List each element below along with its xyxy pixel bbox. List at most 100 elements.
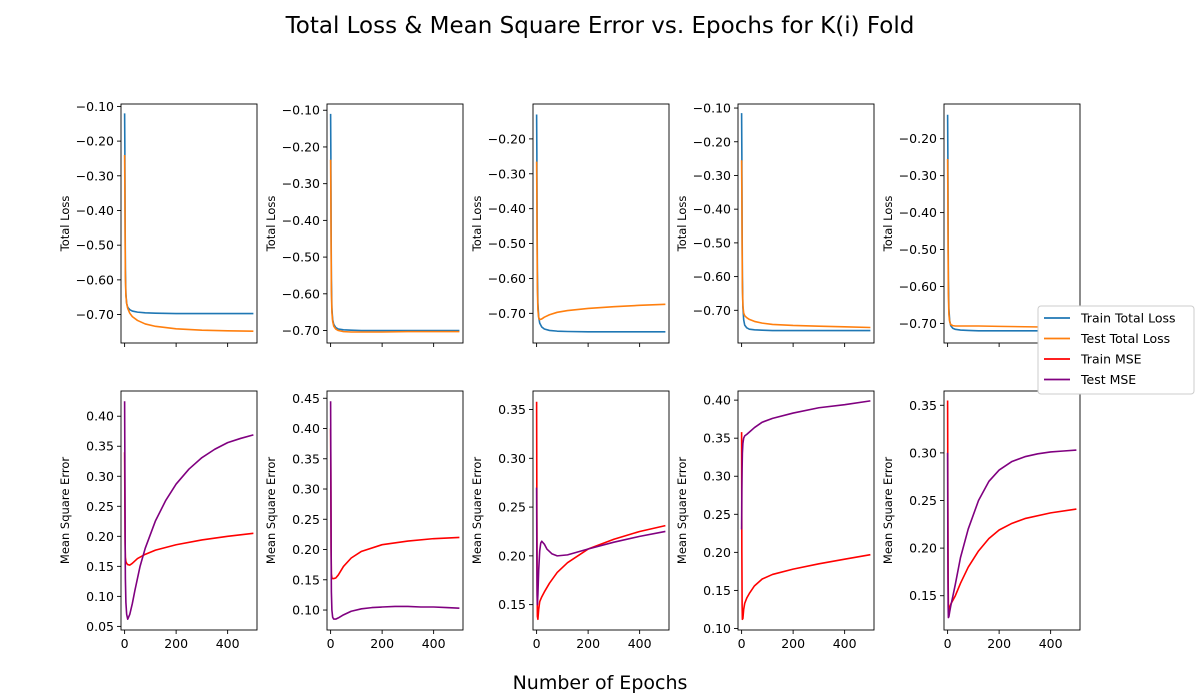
x-tick-label: 200: [781, 636, 805, 651]
series-line-train-mse: [740, 432, 871, 621]
y-tick-label: 0.25: [703, 507, 731, 522]
y-tick-label: −0.70: [488, 306, 526, 321]
y-tick-label: 0.10: [292, 603, 320, 618]
y-tick-label: −0.10: [76, 99, 114, 114]
x-tick-label: 200: [987, 636, 1011, 651]
series-line-test-total-loss: [535, 161, 666, 321]
y-tick-label: 0.30: [909, 445, 937, 460]
y-tick-label: 0.35: [292, 451, 320, 466]
subplot-r2-c2: 0.10 0.15 0.20 0.25 0.30 0.35 0.40 0.45 0 200 400 M…: [264, 390, 464, 651]
y-axis-label: Total Loss: [264, 196, 278, 253]
series-line-test-total-loss: [329, 159, 460, 333]
series-line-test-mse: [535, 487, 666, 606]
series-line-train-total-loss: [123, 113, 254, 315]
y-tick-label: 0.20: [703, 545, 731, 560]
subplot-r2-c4: 0.10 0.15 0.20 0.25 0.30 0.35 0.40 0 200 400 Mean …: [675, 390, 875, 651]
axes-frame: [120, 390, 258, 631]
y-tick-label: 0.25: [498, 500, 526, 515]
y-tick-label: 0.15: [909, 588, 937, 603]
y-tick-label: −0.20: [282, 139, 320, 154]
subplot-r1-c1: −0.70 −0.60 −0.50 −0.40 −0.30 −0.20 −0.10 Total…: [58, 99, 258, 347]
y-tick-label: 0.10: [86, 589, 114, 604]
y-tick-label: 0.30: [86, 469, 114, 484]
y-tick-label: 0.35: [498, 402, 526, 417]
y-tick-label: −0.50: [76, 238, 114, 253]
series-line-test-mse: [329, 401, 460, 620]
y-tick-label: −0.40: [693, 202, 731, 217]
x-tick-label: 0: [327, 636, 335, 651]
y-axis-label: Mean Square Error: [470, 457, 484, 564]
y-tick-label: −0.30: [693, 168, 731, 183]
x-tick-label: 400: [216, 636, 240, 651]
figure-xlabel: Number of Epochs: [513, 672, 688, 694]
series-line-train-total-loss: [946, 114, 1077, 332]
y-tick-label: −0.40: [488, 201, 526, 216]
y-tick-label: −0.70: [693, 303, 731, 318]
y-tick-label: −0.20: [693, 134, 731, 149]
y-tick-label: −0.30: [76, 168, 114, 183]
y-tick-label: −0.70: [76, 307, 114, 322]
y-tick-label: −0.60: [488, 271, 526, 286]
y-tick-label: 0.15: [498, 597, 526, 612]
y-tick-label: −0.50: [899, 242, 937, 257]
x-tick-label: 0: [738, 636, 746, 651]
y-tick-label: 0.25: [909, 493, 937, 508]
x-tick-label: 0: [944, 636, 952, 651]
y-tick-label: −0.60: [693, 269, 731, 284]
y-tick-label: −0.40: [899, 205, 937, 220]
axes-frame: [326, 390, 464, 631]
series-line-test-mse: [946, 449, 1077, 619]
x-tick-label: 0: [533, 636, 541, 651]
axes-frame: [532, 390, 670, 631]
x-tick-label: 400: [1039, 636, 1063, 651]
series-line-train-mse: [535, 401, 666, 621]
series-line-test-total-loss: [946, 159, 1077, 329]
subplot-r1-c3: −0.70 −0.60 −0.50 −0.40 −0.30 −0.20 Total Loss: [470, 103, 670, 347]
y-tick-label: −0.40: [282, 213, 320, 228]
subplot-r2-c5: 0.15 0.20 0.25 0.30 0.35 0 200 400 Mean Square E…: [881, 390, 1081, 651]
y-axis-label: Total Loss: [675, 196, 689, 253]
y-axis-label: Total Loss: [58, 196, 72, 253]
series-line-test-mse: [123, 401, 254, 620]
x-tick-label: 200: [164, 636, 188, 651]
y-tick-label: 0.25: [86, 499, 114, 514]
axes-frame: [120, 103, 258, 344]
series-line-train-mse: [946, 400, 1077, 611]
y-tick-label: −0.30: [488, 166, 526, 181]
y-tick-label: −0.20: [899, 131, 937, 146]
figure-title: Total Loss & Mean Square Error vs. Epoch…: [285, 13, 915, 39]
y-tick-label: −0.50: [282, 250, 320, 265]
series-line-train-total-loss: [329, 113, 460, 332]
y-tick-label: 0.20: [292, 542, 320, 557]
y-tick-label: 0.25: [292, 512, 320, 527]
y-tick-label: 0.30: [498, 451, 526, 466]
y-tick-label: −0.40: [76, 203, 114, 218]
y-axis-label: Mean Square Error: [675, 457, 689, 564]
y-tick-label: 0.20: [909, 541, 937, 556]
y-tick-label: 0.30: [292, 482, 320, 497]
y-tick-label: 0.15: [292, 572, 320, 587]
y-tick-label: −0.60: [899, 279, 937, 294]
series-line-test-total-loss: [740, 160, 871, 329]
y-axis-label: Total Loss: [881, 196, 895, 253]
y-axis-label: Mean Square Error: [58, 457, 72, 564]
x-tick-label: 0: [121, 636, 129, 651]
y-tick-label: −0.20: [76, 134, 114, 149]
x-tick-label: 200: [370, 636, 394, 651]
y-tick-label: 0.40: [703, 393, 731, 408]
y-tick-label: 0.45: [292, 391, 320, 406]
subplot-r1-c5: −0.70 −0.60 −0.50 −0.40 −0.30 −0.20 Total Loss: [881, 103, 1081, 347]
subplot-r1-c2: −0.70 −0.60 −0.50 −0.40 −0.30 −0.20 −0.10 Total…: [264, 103, 464, 347]
y-tick-label: 0.10: [703, 621, 731, 636]
x-tick-label: 400: [628, 636, 652, 651]
series-line-test-total-loss: [123, 154, 254, 333]
axes-frame: [943, 390, 1081, 631]
axes-frame: [532, 103, 670, 344]
y-tick-label: 0.15: [703, 583, 731, 598]
y-tick-label: −0.60: [282, 286, 320, 301]
y-tick-label: −0.30: [282, 176, 320, 191]
series-line-train-mse: [329, 428, 460, 580]
y-tick-label: 0.40: [86, 409, 114, 424]
legend: Train Total Loss Test Total Loss Train MSE…: [1037, 305, 1195, 395]
